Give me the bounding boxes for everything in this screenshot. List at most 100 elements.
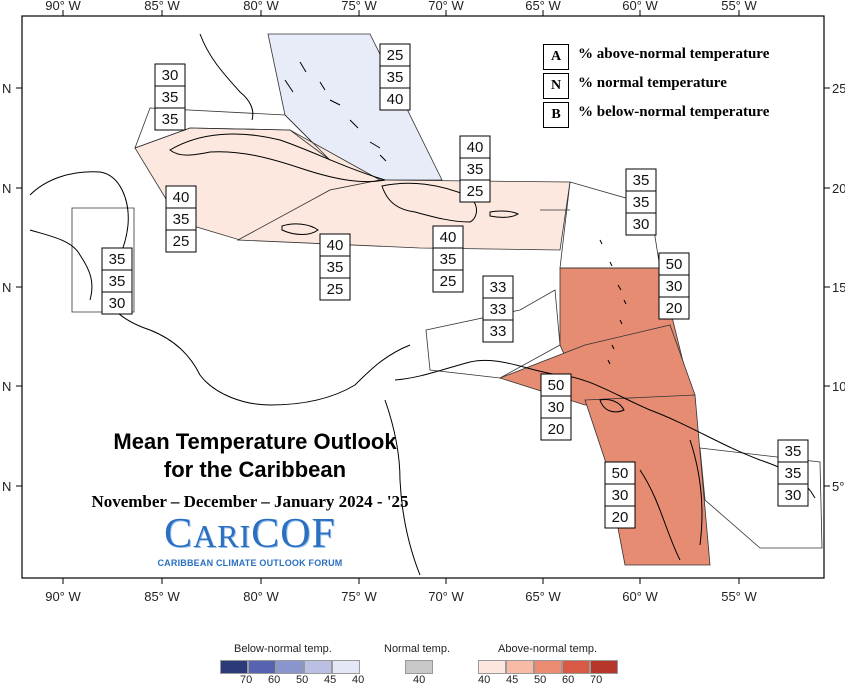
- colorbar-above-tick: 45: [506, 674, 519, 686]
- map-title-line1: Mean Temperature Outlook: [113, 429, 397, 454]
- axis-top-labels: 90° W 85° W 80° W 75° W 70° W 65° W 60° …: [45, 0, 757, 13]
- x-bottom-label: 90° W: [45, 589, 81, 604]
- colorbar-below-swatch: [332, 660, 360, 674]
- x-bottom-label: 60° W: [622, 589, 658, 604]
- legend-text-below: % below-normal temperature: [578, 104, 770, 120]
- y-left-label: N: [2, 379, 11, 394]
- legend-text-above: % above-normal temperature: [578, 46, 770, 62]
- coast-jamaica: [281, 223, 319, 235]
- colorbar-below-title: Below-normal temp.: [234, 643, 332, 655]
- colorbar-below-swatch: [220, 660, 248, 674]
- coast-bahamas: [284, 61, 387, 162]
- x-top-label: 60° W: [622, 0, 658, 13]
- value-cell-text: 40: [387, 91, 404, 108]
- colorbar-above-tick: 70: [590, 674, 603, 686]
- colorbar-above-swatch: [590, 660, 618, 674]
- value-cell-text: 33: [490, 301, 507, 318]
- value-cell: [540, 417, 572, 441]
- x-top-label: 90° W: [45, 0, 81, 13]
- value-cell-text: 25: [327, 281, 344, 298]
- map-title-line2: for the Caribbean: [163, 457, 347, 482]
- value-cell-text: 30: [633, 216, 650, 233]
- zone-outline-abc: [425, 289, 561, 379]
- zone-outline-west-cuba: [134, 107, 331, 161]
- x-top-label: 80° W: [243, 0, 279, 13]
- value-box-guyana: 50 30 20: [604, 461, 636, 529]
- value-cell-text: 40: [440, 229, 457, 246]
- value-cell-text: 35: [633, 172, 650, 189]
- map-title: Mean Temperature Outlook for the Caribbe…: [60, 428, 450, 484]
- value-box-eastern-caribbean: 50 30 20: [658, 252, 690, 320]
- logo-letter: C: [164, 511, 194, 557]
- zone-guyana: [584, 394, 711, 566]
- colorbar-above-swatch: [562, 660, 590, 674]
- value-cell: [625, 212, 657, 236]
- coast-mexico-south: [29, 229, 93, 301]
- value-cell-text: 40: [173, 189, 190, 206]
- value-cell: [101, 291, 133, 315]
- value-cell-text: 30: [666, 278, 683, 295]
- colorbar-below-tick: 50: [296, 674, 309, 686]
- value-cell-text: 35: [633, 194, 650, 211]
- value-box-cayman-jamaica-west: 40 35 25: [165, 185, 197, 253]
- value-cell: [432, 269, 464, 293]
- coast-guiana-borders: [639, 439, 703, 561]
- value-cell: [459, 179, 491, 203]
- x-bottom-label: 55° W: [721, 589, 757, 604]
- value-cell-text: 33: [490, 279, 507, 296]
- y-left-label: N: [2, 81, 11, 96]
- coastlines: [29, 33, 816, 576]
- value-cell: [482, 319, 514, 343]
- value-cell-text: 20: [612, 509, 629, 526]
- value-cell-text: 35: [327, 259, 344, 276]
- y-right-label: 15°: [832, 280, 845, 295]
- value-cell-text: 35: [109, 251, 126, 268]
- value-cell-text: 35: [387, 69, 404, 86]
- caricof-logo-subtitle: CARIBBEAN CLIMATE OUTLOOK FORUM: [157, 558, 343, 568]
- x-top-label: 85° W: [144, 0, 180, 13]
- value-cell-text: 25: [467, 183, 484, 200]
- colorbar-below-tick: 60: [268, 674, 281, 686]
- value-cell-text: 35: [162, 89, 179, 106]
- zone-outline-belize: [71, 207, 135, 313]
- value-box-jamaica: 40 35 25: [319, 233, 351, 301]
- x-bottom-label: 80° W: [243, 589, 279, 604]
- value-box-northern-leewards: 35 35 30: [625, 168, 657, 236]
- colorbar-above-swatch: [506, 660, 534, 674]
- colorbar-above-tick: 50: [534, 674, 547, 686]
- value-cell-text: 30: [162, 67, 179, 84]
- value-cell-text: 25: [387, 47, 404, 64]
- colorbar-below-swatch: [304, 660, 332, 674]
- value-cell-text: 20: [548, 421, 565, 438]
- value-box-belize: 35 35 30: [101, 247, 133, 315]
- value-cell-text: 40: [467, 139, 484, 156]
- coast-puerto-rico: [489, 210, 519, 218]
- coast-trinidad: [599, 399, 625, 413]
- value-cell-text: 25: [440, 273, 457, 290]
- value-cell-text: 50: [548, 377, 565, 394]
- legend-letter-a: A: [543, 44, 569, 70]
- axis-bottom-labels: 90° W 85° W 80° W 75° W 70° W 65° W 60° …: [45, 589, 757, 604]
- value-cell: [319, 277, 351, 301]
- colorbar-normal-title: Normal temp.: [384, 643, 451, 655]
- coast-colombia-interior: [384, 399, 421, 576]
- axis-left-labels: N N N N N: [2, 81, 11, 494]
- y-left-label: N: [2, 181, 11, 196]
- colorbar-above-tick: 60: [562, 674, 575, 686]
- logo-letter: ARI: [193, 518, 252, 554]
- legend-letter-b: B: [543, 102, 569, 128]
- colorbar-normal-swatch: [405, 660, 433, 674]
- colorbar-below-tick: 70: [240, 674, 253, 686]
- colorbar-below-swatch: [248, 660, 276, 674]
- coast-south-america: [394, 359, 816, 499]
- colorbar-above-tick: 40: [478, 674, 491, 686]
- value-cell: [379, 87, 411, 111]
- value-box-bahamas: 25 35 40: [379, 43, 411, 111]
- colorbar-below-tick: 40: [352, 674, 365, 686]
- x-bottom-label: 70° W: [428, 589, 464, 604]
- value-cell-text: 50: [612, 465, 629, 482]
- x-bottom-label: 85° W: [144, 589, 180, 604]
- y-left-label: N: [2, 479, 11, 494]
- zone-outlines: [71, 107, 823, 549]
